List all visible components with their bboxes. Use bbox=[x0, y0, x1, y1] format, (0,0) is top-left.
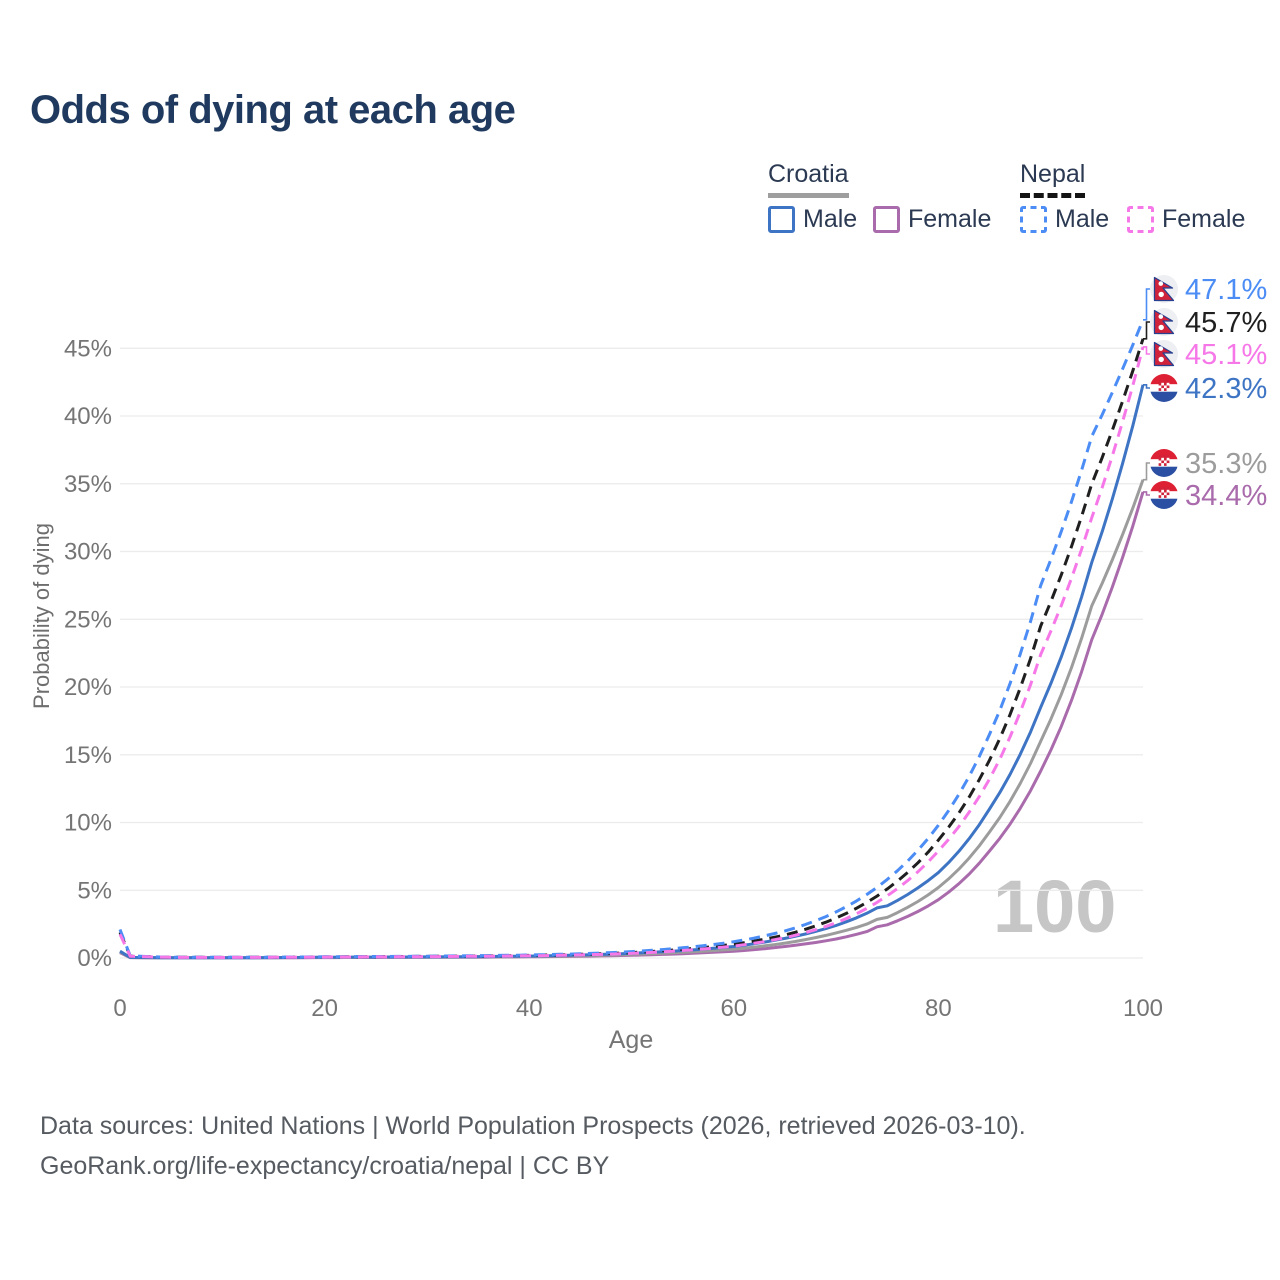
flag-icon-nepal bbox=[1150, 340, 1178, 368]
croatia-female-line-swatch-icon bbox=[873, 206, 900, 233]
end-value-label: 34.4% bbox=[1185, 480, 1267, 512]
flag-icon-croatia bbox=[1150, 374, 1178, 402]
x-tick-label: 60 bbox=[720, 995, 747, 1022]
y-tick-label: 0% bbox=[77, 945, 112, 972]
x-tick-label: 100 bbox=[1123, 995, 1163, 1022]
x-tick-label: 20 bbox=[311, 995, 338, 1022]
series-line-croatia-male[interactable] bbox=[119, 384, 1145, 960]
legend-group-nepal[interactable]: Nepal bbox=[1020, 160, 1086, 201]
y-tick-label: 35% bbox=[64, 471, 112, 498]
legend-group-croatia[interactable]: Croatia bbox=[768, 160, 849, 201]
legend-item-croatia-female[interactable]: Female bbox=[873, 205, 991, 234]
leader-line bbox=[1143, 491, 1150, 496]
leader-line bbox=[1143, 346, 1150, 355]
x-tick-label: 40 bbox=[516, 995, 543, 1022]
series-line-nepal-female[interactable] bbox=[118, 346, 1145, 959]
flag-icon-croatia bbox=[1150, 449, 1178, 477]
flag-icon-croatia bbox=[1150, 481, 1178, 509]
footer: Data sources: United Nations | World Pop… bbox=[40, 1106, 1026, 1186]
legend-item-label: Male bbox=[1055, 205, 1110, 233]
legend-item-nepal-female[interactable]: Female bbox=[1127, 205, 1245, 234]
age-watermark: 100 bbox=[993, 865, 1117, 948]
end-value-label: 45.7% bbox=[1185, 307, 1267, 339]
legend-item-nepal-male[interactable]: Male bbox=[1020, 205, 1109, 234]
croatia-male-line-swatch-icon bbox=[768, 206, 795, 233]
x-tick-label: 80 bbox=[925, 995, 952, 1022]
leader-line bbox=[1143, 462, 1150, 481]
end-value-label: 47.1% bbox=[1185, 274, 1267, 306]
legend-nepal-label: Nepal bbox=[1020, 160, 1086, 198]
leader-line bbox=[1143, 288, 1150, 321]
legend-croatia-label: Croatia bbox=[768, 160, 849, 198]
leader-line bbox=[1143, 384, 1150, 389]
y-tick-label: 25% bbox=[64, 606, 112, 633]
nepal-female-line-swatch-icon bbox=[1127, 206, 1154, 233]
x-tick-label: 0 bbox=[113, 995, 126, 1022]
legend-item-croatia-male[interactable]: Male bbox=[768, 205, 857, 234]
y-tick-label: 10% bbox=[64, 810, 112, 837]
series-line-nepal-both[interactable] bbox=[118, 338, 1145, 959]
legend-item-label: Female bbox=[1162, 205, 1246, 233]
footer-attribution: GeoRank.org/life-expectancy/croatia/nepa… bbox=[40, 1152, 610, 1180]
y-tick-label: 45% bbox=[64, 335, 112, 362]
legend-item-label: Female bbox=[908, 205, 992, 233]
x-axis-title: Age bbox=[608, 1026, 654, 1054]
y-tick-label: 20% bbox=[64, 674, 112, 701]
page-title: Odds of dying at each age bbox=[30, 88, 516, 132]
end-value-label: 35.3% bbox=[1185, 448, 1267, 480]
leader-line bbox=[1143, 321, 1150, 340]
y-tick-label: 40% bbox=[64, 403, 112, 430]
nepal-male-line-swatch-icon bbox=[1020, 206, 1047, 233]
legend-item-label: Male bbox=[803, 205, 858, 233]
y-tick-label: 5% bbox=[77, 877, 112, 904]
flag-icon-nepal bbox=[1150, 275, 1178, 303]
series-line-croatia-female[interactable] bbox=[119, 491, 1145, 960]
end-value-label: 42.3% bbox=[1185, 373, 1267, 405]
flag-icon-nepal bbox=[1150, 308, 1178, 336]
end-value-label: 45.1% bbox=[1185, 339, 1267, 371]
y-tick-label: 30% bbox=[64, 539, 112, 566]
footer-data-sources: Data sources: United Nations | World Pop… bbox=[40, 1112, 1026, 1140]
y-axis-title: Probability of dying bbox=[29, 523, 54, 709]
y-tick-label: 15% bbox=[64, 742, 112, 769]
